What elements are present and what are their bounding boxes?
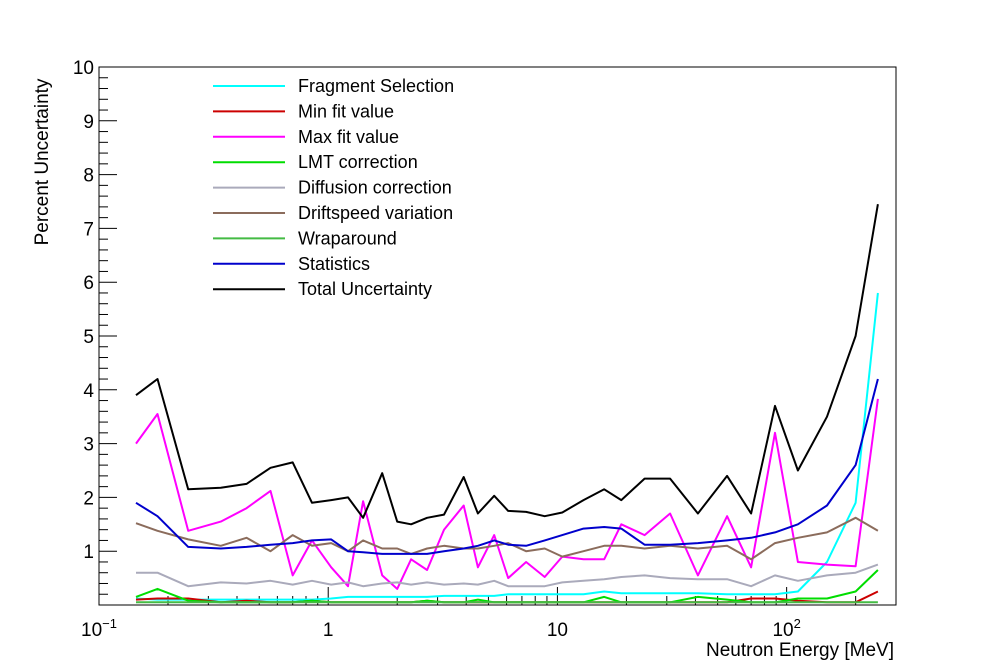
legend-label: Driftspeed variation xyxy=(298,203,453,223)
series-line-statistics xyxy=(135,378,879,555)
series-line-driftspeed-variation xyxy=(135,516,879,561)
legend-label: Statistics xyxy=(298,254,370,274)
y-tick-label: 1 xyxy=(83,542,94,563)
legend-label: Total Uncertainty xyxy=(298,279,432,299)
series-line-fragment-selection xyxy=(135,292,879,601)
x-tick-label: 102 xyxy=(772,616,800,641)
y-tick-label: 8 xyxy=(83,166,94,187)
y-tick-label: 10 xyxy=(73,58,94,79)
x-tick-label: 10 xyxy=(547,620,568,641)
series-line-total-uncertainty xyxy=(135,204,879,526)
legend-label: Wraparound xyxy=(298,228,397,248)
legend-label: Min fit value xyxy=(298,101,394,121)
x-axis-label: Neutron Energy [MeV] xyxy=(706,640,894,661)
legend-label: Fragment Selection xyxy=(298,76,454,96)
y-tick-label: 4 xyxy=(83,381,94,402)
x-tick-label: 10−1 xyxy=(81,616,117,641)
y-tick-label: 7 xyxy=(83,219,94,240)
series-group xyxy=(135,204,879,604)
y-axis-ticks: 1 2 3 4 5 6 7 8 9 10 xyxy=(73,58,117,606)
y-tick-label: 6 xyxy=(83,273,94,294)
legend: Fragment Selection Min fit value Max fit v… xyxy=(213,76,454,299)
x-tick-label: 1 xyxy=(323,620,334,641)
series-line-max-fit-value xyxy=(135,398,879,590)
y-axis-label: Percent Uncertainty xyxy=(32,78,53,245)
legend-label: Diffusion correction xyxy=(298,178,452,198)
legend-label: Max fit value xyxy=(298,127,399,147)
y-tick-label: 9 xyxy=(83,112,94,133)
legend-label: LMT correction xyxy=(298,152,418,172)
y-tick-label: 3 xyxy=(83,435,94,456)
y-tick-label: 5 xyxy=(83,327,94,348)
plot-frame xyxy=(98,66,897,606)
series-line-diffusion-correction xyxy=(136,563,879,588)
y-tick-label: 2 xyxy=(83,488,94,509)
